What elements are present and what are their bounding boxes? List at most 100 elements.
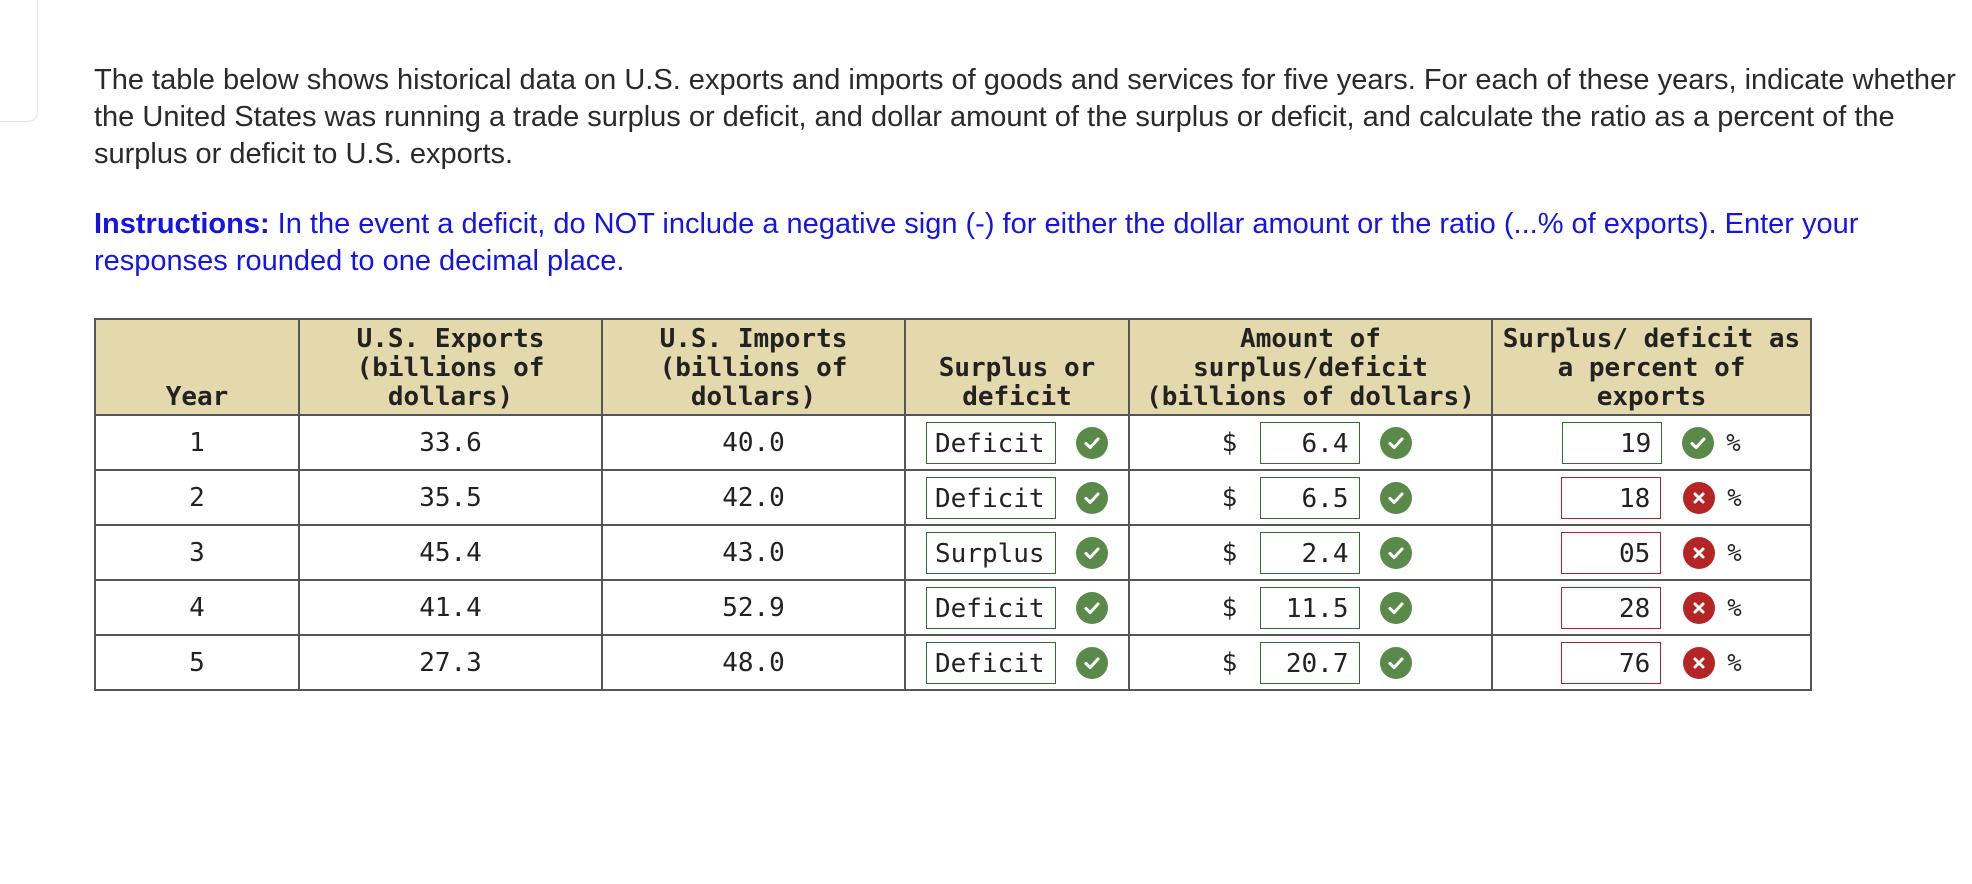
table-row: 1 33.6 40.0 Deficit $6.4 19% bbox=[94, 414, 1812, 471]
header-year-label: Year bbox=[165, 382, 229, 412]
surplus-deficit-select[interactable]: Surplus bbox=[926, 531, 1056, 574]
surplus-deficit-select[interactable]: Deficit bbox=[926, 586, 1056, 629]
year-value: 2 bbox=[189, 482, 205, 513]
check-circle-icon bbox=[1076, 646, 1108, 679]
imports-value: 52.9 bbox=[722, 592, 785, 623]
cell-exports: 35.5 bbox=[298, 469, 603, 526]
exports-value: 41.4 bbox=[419, 592, 482, 623]
table-row: 4 41.4 52.9 Deficit $11.5 28% bbox=[94, 579, 1812, 636]
check-circle-icon bbox=[1379, 591, 1412, 624]
header-percent: Surplus/ deficit as a percent of exports bbox=[1491, 318, 1812, 416]
dollar-sign: $ bbox=[1221, 537, 1238, 568]
check-circle-icon bbox=[1076, 481, 1108, 514]
exports-value: 35.5 bbox=[419, 482, 482, 513]
amount-input[interactable]: 6.5 bbox=[1259, 476, 1360, 519]
dollar-sign: $ bbox=[1221, 647, 1238, 678]
cell-exports: 27.3 bbox=[298, 634, 603, 691]
dollar-sign: $ bbox=[1221, 592, 1238, 623]
question-text: The table below shows historical data on… bbox=[94, 64, 1956, 170]
percent-sign: % bbox=[1727, 483, 1742, 512]
x-circle-icon bbox=[1683, 646, 1716, 679]
cell-exports: 45.4 bbox=[298, 524, 603, 581]
cell-amount: $2.4 bbox=[1128, 524, 1493, 581]
exports-value: 33.6 bbox=[419, 427, 482, 458]
cell-surplus-deficit: Deficit bbox=[904, 579, 1130, 636]
instructions-text: Instructions: In the event a deficit, do… bbox=[94, 206, 1964, 280]
imports-value: 48.0 bbox=[722, 647, 785, 678]
cell-percent: 76% bbox=[1491, 634, 1812, 691]
amount-input[interactable]: 6.4 bbox=[1259, 421, 1360, 464]
exports-value: 27.3 bbox=[419, 647, 482, 678]
table-row: 2 35.5 42.0 Deficit $6.5 18% bbox=[94, 469, 1812, 526]
percent-sign: % bbox=[1727, 538, 1742, 567]
check-circle-icon bbox=[1682, 426, 1715, 459]
header-percent-label: Surplus/ deficit as a percent of exports bbox=[1502, 324, 1801, 412]
header-surplus-deficit: Surplus or deficit bbox=[904, 318, 1130, 416]
x-circle-icon bbox=[1683, 536, 1716, 569]
dollar-sign: $ bbox=[1221, 427, 1238, 458]
trade-table: Year U.S. Exports (billions of dollars) … bbox=[94, 318, 1812, 691]
amount-input[interactable]: 11.5 bbox=[1259, 586, 1360, 629]
percent-sign: % bbox=[1726, 428, 1741, 457]
cell-percent: 19% bbox=[1491, 414, 1812, 471]
imports-value: 43.0 bbox=[722, 537, 785, 568]
header-exports-label: U.S. Exports (billions of dollars) bbox=[356, 324, 545, 412]
surplus-deficit-select[interactable]: Deficit bbox=[926, 476, 1056, 519]
cell-year: 1 bbox=[94, 414, 300, 471]
percent-sign: % bbox=[1727, 648, 1742, 677]
cell-surplus-deficit: Deficit bbox=[904, 414, 1130, 471]
header-amount: Amount of surplus/deficit (billions of d… bbox=[1128, 318, 1493, 416]
x-circle-icon bbox=[1683, 481, 1716, 514]
table-body: 1 33.6 40.0 Deficit $6.4 19% 2 35.5 42.0 Deficit $… bbox=[94, 414, 1812, 691]
cell-amount: $6.4 bbox=[1128, 414, 1493, 471]
cell-exports: 41.4 bbox=[298, 579, 603, 636]
percent-input[interactable]: 19 bbox=[1562, 421, 1663, 464]
check-circle-icon bbox=[1076, 536, 1108, 569]
header-imports: U.S. Imports (billions of dollars) bbox=[601, 318, 906, 416]
table-row: 5 27.3 48.0 Deficit $20.7 76% bbox=[94, 634, 1812, 691]
check-circle-icon bbox=[1076, 426, 1108, 459]
percent-input[interactable]: 18 bbox=[1561, 476, 1662, 519]
cell-imports: 42.0 bbox=[601, 469, 906, 526]
cell-imports: 48.0 bbox=[601, 634, 906, 691]
cell-imports: 43.0 bbox=[601, 524, 906, 581]
cell-percent: 18% bbox=[1491, 469, 1812, 526]
check-circle-icon bbox=[1379, 426, 1412, 459]
year-value: 1 bbox=[189, 427, 205, 458]
amount-input[interactable]: 2.4 bbox=[1259, 531, 1360, 574]
cell-imports: 52.9 bbox=[601, 579, 906, 636]
year-value: 5 bbox=[189, 647, 205, 678]
table-row: 3 45.4 43.0 Surplus $2.4 05% bbox=[94, 524, 1812, 581]
check-circle-icon bbox=[1379, 646, 1412, 679]
imports-value: 42.0 bbox=[722, 482, 785, 513]
amount-input[interactable]: 20.7 bbox=[1259, 641, 1360, 684]
cell-year: 3 bbox=[94, 524, 300, 581]
check-circle-icon bbox=[1379, 481, 1412, 514]
instructions-body: In the event a deficit, do NOT include a… bbox=[94, 208, 1859, 277]
year-value: 3 bbox=[189, 537, 205, 568]
surplus-deficit-select[interactable]: Deficit bbox=[926, 641, 1056, 684]
percent-input[interactable]: 05 bbox=[1561, 531, 1662, 574]
year-value: 4 bbox=[189, 592, 205, 623]
check-circle-icon bbox=[1379, 536, 1412, 569]
cell-surplus-deficit: Deficit bbox=[904, 634, 1130, 691]
cell-amount: $20.7 bbox=[1128, 634, 1493, 691]
header-row: Year U.S. Exports (billions of dollars) … bbox=[94, 318, 1812, 416]
header-exports: U.S. Exports (billions of dollars) bbox=[298, 318, 603, 416]
percent-input[interactable]: 28 bbox=[1561, 586, 1662, 629]
percent-sign: % bbox=[1727, 593, 1742, 622]
instructions-label: Instructions: bbox=[94, 208, 270, 240]
cell-amount: $11.5 bbox=[1128, 579, 1493, 636]
header-surplus-deficit-label: Surplus or deficit bbox=[938, 353, 1096, 412]
cell-surplus-deficit: Deficit bbox=[904, 469, 1130, 526]
cell-exports: 33.6 bbox=[298, 414, 603, 471]
cell-percent: 05% bbox=[1491, 524, 1812, 581]
cell-surplus-deficit: Surplus bbox=[904, 524, 1130, 581]
cell-year: 5 bbox=[94, 634, 300, 691]
dollar-sign: $ bbox=[1221, 482, 1238, 513]
cell-year: 4 bbox=[94, 579, 300, 636]
exports-value: 45.4 bbox=[419, 537, 482, 568]
header-year: Year bbox=[94, 318, 300, 416]
percent-input[interactable]: 76 bbox=[1561, 641, 1662, 684]
surplus-deficit-select[interactable]: Deficit bbox=[926, 421, 1056, 464]
